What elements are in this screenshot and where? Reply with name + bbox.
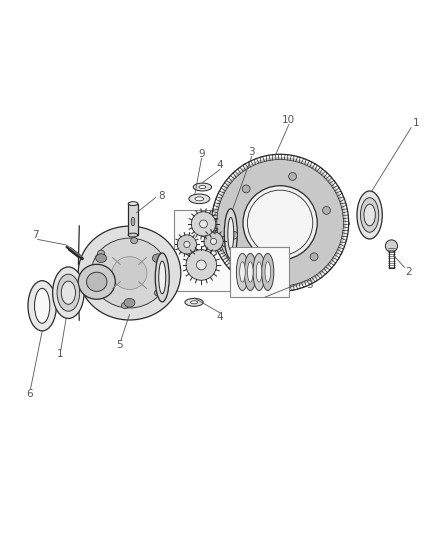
Bar xyxy=(230,247,289,297)
Ellipse shape xyxy=(91,238,168,308)
Ellipse shape xyxy=(195,197,204,201)
Ellipse shape xyxy=(28,281,57,331)
Text: 7: 7 xyxy=(32,230,39,240)
Bar xyxy=(174,210,233,290)
Circle shape xyxy=(204,232,223,251)
Ellipse shape xyxy=(159,257,166,264)
Ellipse shape xyxy=(214,157,346,289)
Text: 4: 4 xyxy=(216,160,223,170)
Ellipse shape xyxy=(193,183,212,191)
Ellipse shape xyxy=(57,274,80,311)
Ellipse shape xyxy=(78,264,115,299)
Ellipse shape xyxy=(261,253,274,290)
Ellipse shape xyxy=(189,194,210,204)
Circle shape xyxy=(264,265,272,273)
Text: 1: 1 xyxy=(413,118,420,128)
Circle shape xyxy=(184,241,190,247)
Circle shape xyxy=(310,253,318,261)
FancyArrowPatch shape xyxy=(68,247,81,258)
Ellipse shape xyxy=(78,226,181,320)
Ellipse shape xyxy=(93,282,100,289)
Ellipse shape xyxy=(357,191,382,239)
Circle shape xyxy=(230,231,238,239)
Circle shape xyxy=(196,260,206,270)
Ellipse shape xyxy=(131,217,135,226)
Ellipse shape xyxy=(265,262,271,282)
Ellipse shape xyxy=(199,185,206,189)
Ellipse shape xyxy=(131,238,138,244)
Ellipse shape xyxy=(124,298,135,307)
Text: 2: 2 xyxy=(406,266,412,277)
Circle shape xyxy=(322,206,330,214)
Ellipse shape xyxy=(112,257,147,289)
Text: 10: 10 xyxy=(283,115,295,125)
Circle shape xyxy=(191,212,216,236)
Circle shape xyxy=(177,235,197,254)
Circle shape xyxy=(247,190,313,255)
Ellipse shape xyxy=(237,253,248,290)
Circle shape xyxy=(385,240,398,252)
Ellipse shape xyxy=(121,302,128,309)
Ellipse shape xyxy=(185,298,203,306)
Ellipse shape xyxy=(87,272,107,292)
Ellipse shape xyxy=(191,301,198,304)
Ellipse shape xyxy=(98,250,105,256)
Ellipse shape xyxy=(95,254,106,263)
Ellipse shape xyxy=(364,204,375,226)
Ellipse shape xyxy=(35,288,50,323)
Ellipse shape xyxy=(155,253,169,302)
Circle shape xyxy=(200,220,208,228)
Ellipse shape xyxy=(256,262,262,282)
Text: 9: 9 xyxy=(198,149,205,159)
Ellipse shape xyxy=(253,253,265,290)
Ellipse shape xyxy=(128,201,138,206)
Ellipse shape xyxy=(128,233,138,237)
Ellipse shape xyxy=(152,254,163,263)
Ellipse shape xyxy=(155,290,161,296)
Text: 4: 4 xyxy=(216,312,223,322)
Text: 8: 8 xyxy=(158,191,165,201)
Text: 6: 6 xyxy=(26,389,32,399)
Bar xyxy=(128,204,138,235)
Text: 3: 3 xyxy=(248,147,255,157)
Circle shape xyxy=(289,173,297,180)
Circle shape xyxy=(242,185,250,193)
Ellipse shape xyxy=(53,267,84,318)
Text: 5: 5 xyxy=(116,340,123,350)
Ellipse shape xyxy=(224,208,237,259)
Circle shape xyxy=(186,249,217,280)
Ellipse shape xyxy=(244,253,256,290)
Ellipse shape xyxy=(159,261,166,294)
Text: 1: 1 xyxy=(57,349,63,359)
Text: 3: 3 xyxy=(307,280,313,290)
Ellipse shape xyxy=(240,262,245,282)
Ellipse shape xyxy=(247,262,253,282)
Ellipse shape xyxy=(228,217,234,250)
Ellipse shape xyxy=(61,281,75,304)
Ellipse shape xyxy=(360,198,379,232)
Circle shape xyxy=(211,238,217,245)
Ellipse shape xyxy=(243,185,317,260)
